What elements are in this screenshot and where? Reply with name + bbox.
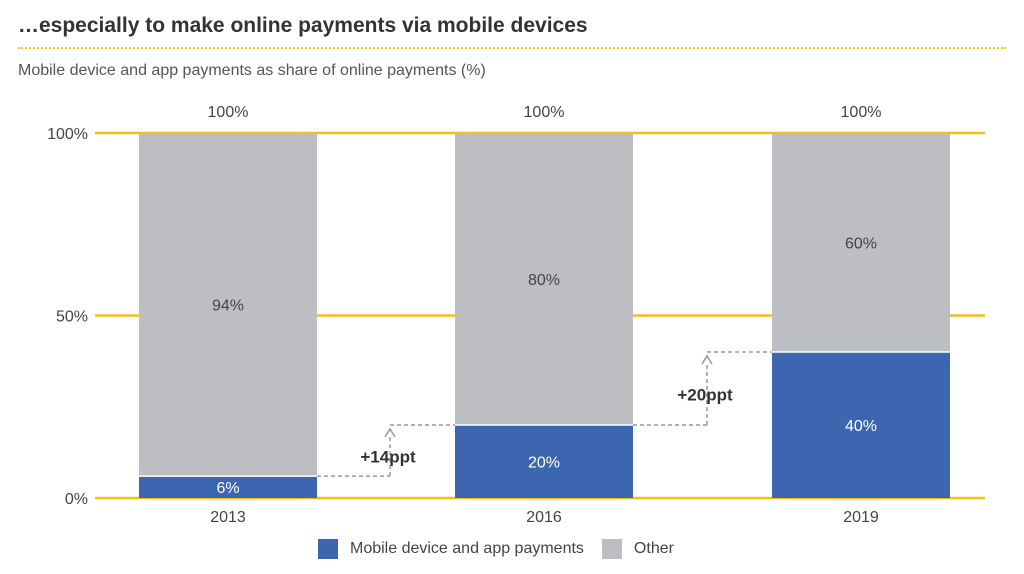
total-label-2013: 100% [208, 104, 249, 121]
bars: 94% 6% 100% 80% 20% 100% 60% 40% 100% [139, 104, 950, 498]
legend-swatch-mobile [318, 539, 338, 559]
legend-label-mobile: Mobile device and app payments [350, 540, 584, 557]
bar-mobile-2016 [455, 425, 633, 498]
y-tick-label: 0% [65, 491, 88, 508]
data-label-mobile-2013: 6% [216, 480, 239, 497]
total-label-2016: 100% [524, 104, 565, 121]
total-label-2019: 100% [841, 104, 882, 121]
title-divider [18, 47, 1006, 49]
annotation-label: +20ppt [677, 386, 733, 405]
y-axis: 0% 50% 100% [47, 126, 88, 508]
y-tick-label: 100% [47, 126, 88, 143]
x-tick-label-2016: 2016 [526, 509, 562, 526]
legend-label-other: Other [633, 540, 674, 557]
legend-item-mobile: Mobile device and app payments [318, 539, 584, 559]
x-axis: 2013 2016 2019 [210, 509, 879, 526]
data-label-mobile-2016: 20% [528, 455, 560, 472]
annotations: +14ppt +20ppt [317, 351, 772, 477]
data-label-other-2013: 94% [212, 298, 244, 315]
arrow-up-icon [701, 354, 713, 365]
legend-item-other: Other [601, 539, 674, 559]
chart-title: …especially to make online payments via … [18, 14, 588, 37]
bar-mobile-2013 [139, 476, 317, 498]
y-tick-label: 50% [56, 309, 88, 326]
bar-other-2016 [455, 133, 633, 425]
legend-swatch-other [601, 539, 622, 559]
data-label-other-2019: 60% [845, 236, 877, 253]
chart-subtitle: Mobile device and app payments as share … [18, 62, 486, 79]
data-label-other-2016: 80% [528, 272, 560, 289]
x-tick-label-2019: 2019 [843, 509, 879, 526]
x-tick-label-2013: 2013 [210, 509, 246, 526]
bar-other-2013 [139, 133, 317, 477]
legend: Mobile device and app payments Other [318, 538, 692, 560]
bar-mobile-2019 [772, 352, 950, 498]
annotation-label: +14ppt [360, 448, 416, 467]
bar-other-2019 [772, 133, 950, 352]
data-label-mobile-2019: 40% [845, 418, 877, 435]
arrow-up-icon [384, 427, 396, 438]
